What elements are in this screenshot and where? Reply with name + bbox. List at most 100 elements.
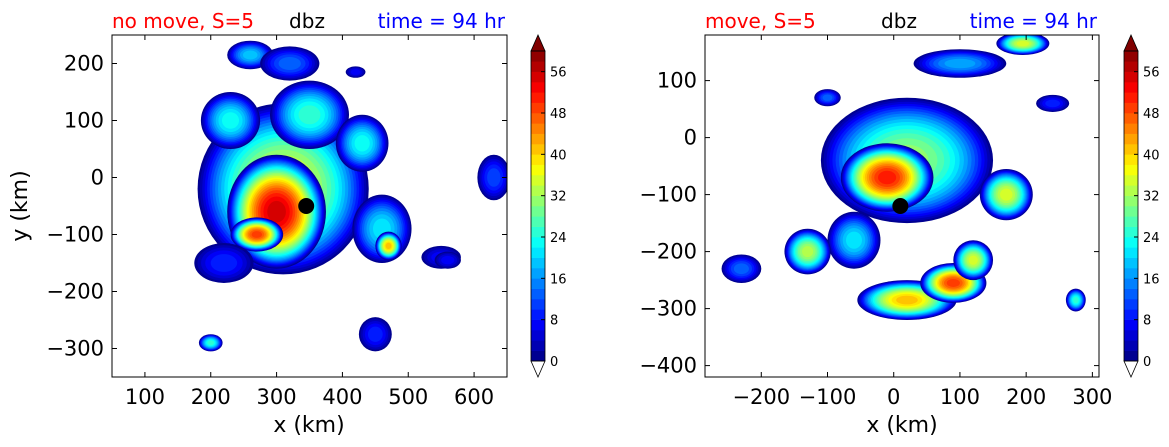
panel1-x-ticks: 100 200 300 400 500 600 (125, 35, 494, 409)
reflectivity-cell (953, 240, 994, 281)
panel2-x-axis-label: x (km) (866, 413, 937, 438)
x-tick-label: 500 (388, 385, 428, 409)
reflectivity-cell (335, 114, 389, 172)
panel2-axes-frame (704, 34, 1100, 378)
colorbar-segment (1124, 226, 1138, 238)
x-tick-label: −200 (732, 385, 790, 409)
colorbar-segment (531, 82, 545, 93)
reflectivity-cell (260, 46, 320, 81)
colorbar-segment (1124, 288, 1138, 300)
contour-level (822, 94, 833, 101)
y-tick-label: −300 (639, 297, 697, 321)
colorbar-segment (531, 206, 545, 217)
colorbar-segment (1124, 257, 1138, 269)
panel1-x-axis-label: x (km) (273, 413, 344, 438)
colorbar-segment (1124, 330, 1138, 341)
colorbar-segment (1124, 61, 1138, 72)
panel2-colorbar: 0 8 16 24 32 40 48 56 (1123, 34, 1160, 378)
colorbar-tick-label: 8 (1143, 314, 1151, 329)
panel1-contour-field (194, 40, 507, 352)
colorbar-segment (1124, 237, 1138, 248)
colorbar-tick-label: 40 (1143, 148, 1160, 163)
panel1-title-center: dbz (289, 9, 325, 33)
reflectivity-cell (434, 251, 461, 269)
panel1-y-axis-label: y (km) (8, 170, 33, 241)
colorbar-segment (531, 71, 545, 83)
colorbar-segment (1124, 268, 1138, 279)
colorbar-segment (531, 113, 545, 124)
x-tick-label: 600 (454, 385, 494, 409)
colorbar-segment (1124, 71, 1138, 83)
panel-move: move, S=5 dbz time = 94 hr −200 −100 0 100 2… (639, 9, 1112, 438)
colorbar-segment (1124, 299, 1138, 310)
colorbar-tick-label: 24 (1143, 231, 1160, 246)
y-tick-label: 200 (64, 52, 104, 76)
colorbar-segment (1124, 102, 1138, 114)
colorbar-segment (531, 154, 545, 165)
colorbar-tick-label: 16 (550, 272, 567, 287)
colorbar-segment (531, 195, 545, 207)
contour-level (733, 263, 749, 275)
panel2-x-ticks: −200 −100 0 100 200 300 (732, 35, 1112, 409)
colorbar-tick-label: 40 (550, 148, 567, 163)
colorbar-tick-label: 32 (550, 190, 567, 205)
reflectivity-cell (827, 211, 881, 269)
x-tick-label: 200 (191, 385, 231, 409)
colorbar-segment (531, 175, 545, 186)
colorbar-tick-label: 48 (550, 107, 567, 122)
colorbar-segment (1124, 350, 1138, 362)
reflectivity-cell (375, 231, 402, 261)
contour-level (802, 246, 814, 258)
contour-level (846, 231, 862, 249)
colorbar-segment (531, 247, 545, 258)
x-tick-label: 100 (125, 385, 165, 409)
colorbar-min-extension (1123, 360, 1139, 378)
x-tick-label: 300 (1072, 385, 1112, 409)
colorbar-min-extension (530, 360, 546, 378)
colorbar-segment (1124, 340, 1138, 351)
reflectivity-cell (345, 66, 366, 78)
colorbar-segment (1124, 278, 1138, 289)
contour-level (1016, 40, 1030, 47)
reflectivity-cell (996, 35, 1050, 55)
y-tick-label: −300 (46, 337, 104, 361)
colorbar-max-extension (530, 34, 546, 52)
colorbar-segment (531, 61, 545, 72)
panel1-title-right: time = 94 hr (378, 9, 506, 33)
colorbar-segment (531, 350, 545, 362)
contour-level (946, 278, 960, 287)
panel1-axes-frame (111, 34, 508, 378)
colorbar-segment (531, 216, 545, 227)
contour-level (487, 168, 501, 187)
colorbar-max-extension (1123, 34, 1139, 52)
contour-level (221, 112, 240, 129)
reflectivity-cell (840, 143, 934, 212)
reflectivity-cell (1036, 94, 1070, 112)
colorbar-segment (531, 319, 545, 331)
panel1-title-left: no move, S=5 (112, 9, 254, 33)
colorbar-segment (531, 185, 545, 196)
colorbar-tick-label: 24 (550, 231, 567, 246)
colorbar-segment (1124, 195, 1138, 207)
contour-level (350, 69, 361, 75)
x-tick-label: 200 (1006, 385, 1046, 409)
contour-level (210, 254, 238, 272)
contour-level (441, 255, 455, 265)
reflectivity-cell (194, 243, 254, 283)
colorbar-segment (531, 299, 545, 310)
y-tick-label: −200 (639, 240, 697, 264)
contour-level (242, 50, 258, 60)
contour-level (944, 58, 976, 69)
reflectivity-cell (230, 217, 284, 252)
reflectivity-cell (200, 92, 261, 149)
panel2-storm-center-marker (892, 198, 909, 214)
colorbar-segment (1124, 133, 1138, 145)
panel2-title-right: time = 94 hr (970, 9, 1098, 33)
y-tick-label: −400 (639, 354, 697, 378)
colorbar-segment (1124, 309, 1138, 320)
colorbar-segment (531, 144, 545, 155)
panel2-contour-field (721, 35, 1086, 320)
colorbar-segment (1124, 164, 1138, 176)
contour-level (1073, 296, 1079, 304)
